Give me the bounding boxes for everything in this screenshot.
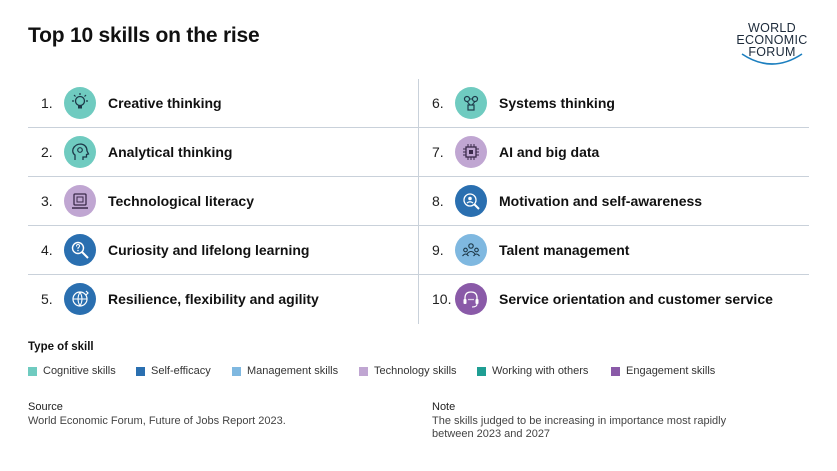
skill-label: Systems thinking <box>499 95 615 111</box>
legend-label: Management skills <box>247 365 339 377</box>
skill-label: Technological literacy <box>108 193 255 209</box>
legend-title: Type of skill <box>28 341 94 353</box>
legend-label: Technology skills <box>374 365 457 377</box>
skill-label: Analytical thinking <box>108 144 233 160</box>
note-heading: Note <box>432 401 456 413</box>
head-gears-icon <box>64 136 96 168</box>
skill-rank: 2. <box>41 144 53 160</box>
column-divider <box>418 79 419 324</box>
lightbulb-icon <box>64 87 96 119</box>
person-search-icon <box>455 185 487 217</box>
skill-rank: 6. <box>432 95 444 111</box>
legend-label: Engagement skills <box>626 365 716 377</box>
skill-row: 9. Talent management <box>419 226 809 275</box>
legend-label: Cognitive skills <box>43 365 116 377</box>
source-heading: Source <box>28 401 63 413</box>
skill-label: Resilience, flexibility and agility <box>108 291 319 307</box>
team-icon <box>455 234 487 266</box>
logo-line-1: WORLD <box>747 21 797 35</box>
skill-row: 8. Motivation and self-awareness <box>419 177 809 226</box>
skill-rank: 7. <box>432 144 444 160</box>
skill-row: 3. Technological literacy <box>28 177 418 226</box>
skill-label: Service orientation and customer service <box>499 291 773 307</box>
legend-swatch <box>477 366 486 376</box>
legend-item: Management skills <box>232 365 338 377</box>
network-icon <box>455 87 487 119</box>
skill-rank: 9. <box>432 242 444 258</box>
legend-item: Technology skills <box>359 365 457 377</box>
skill-label: Creative thinking <box>108 95 222 111</box>
skill-rank: 3. <box>41 193 53 209</box>
skill-row: 10. Service orientation and customer ser… <box>419 275 809 324</box>
skill-rank: 1. <box>41 95 53 111</box>
skill-row: 7. AI and big data <box>419 128 809 177</box>
legend-item: Engagement skills <box>611 365 715 377</box>
legend-swatch <box>232 366 241 376</box>
laptop-icon <box>64 185 96 217</box>
legend-label: Self-efficacy <box>151 365 211 377</box>
skill-row: 5. Resilience, flexibility and agility <box>28 275 418 324</box>
skill-label: Motivation and self-awareness <box>499 193 703 209</box>
skill-row: 2. Analytical thinking <box>28 128 418 177</box>
skill-rank: 8. <box>432 193 444 209</box>
skill-row: 6. Systems thinking <box>419 79 809 128</box>
legend-swatch <box>28 366 37 376</box>
skill-row: 4. Curiosity and lifelong learning <box>28 226 418 275</box>
skills-table: 1. Creative thinking 2. Analytical think… <box>28 79 810 324</box>
headset-icon <box>455 283 487 315</box>
legend-label: Working with others <box>492 365 589 377</box>
skill-label: Talent management <box>499 242 630 258</box>
wef-logo: WORLD ECONOMIC FORUM <box>724 22 820 72</box>
chip-icon <box>455 136 487 168</box>
legend-swatch <box>359 366 368 376</box>
skill-rank: 5. <box>41 291 53 307</box>
skills-column-right: 6. Systems thinking 7. AI and big data 8… <box>419 79 809 324</box>
magnifier-question-icon <box>64 234 96 266</box>
logo-line-2: ECONOMIC <box>736 33 808 47</box>
note-text: The skills judged to be increasing in im… <box>432 415 727 440</box>
skill-rank: 4. <box>41 242 53 258</box>
skills-column-left: 1. Creative thinking 2. Analytical think… <box>28 79 418 324</box>
legend-item: Working with others <box>477 365 588 377</box>
source-text: World Economic Forum, Future of Jobs Rep… <box>28 415 286 427</box>
page-title: Top 10 skills on the rise <box>28 24 260 47</box>
logo-line-3: FORUM <box>748 45 796 59</box>
legend-swatch <box>611 366 620 376</box>
globe-arrows-icon <box>64 283 96 315</box>
legend-swatch <box>136 366 145 376</box>
skill-label: AI and big data <box>499 144 600 160</box>
skill-rank: 10. <box>432 291 452 307</box>
legend-item: Self-efficacy <box>136 365 211 377</box>
skill-row: 1. Creative thinking <box>28 79 418 128</box>
logo-arc-icon <box>741 53 803 65</box>
skill-label: Curiosity and lifelong learning <box>108 242 310 258</box>
legend-item: Cognitive skills <box>28 365 116 377</box>
